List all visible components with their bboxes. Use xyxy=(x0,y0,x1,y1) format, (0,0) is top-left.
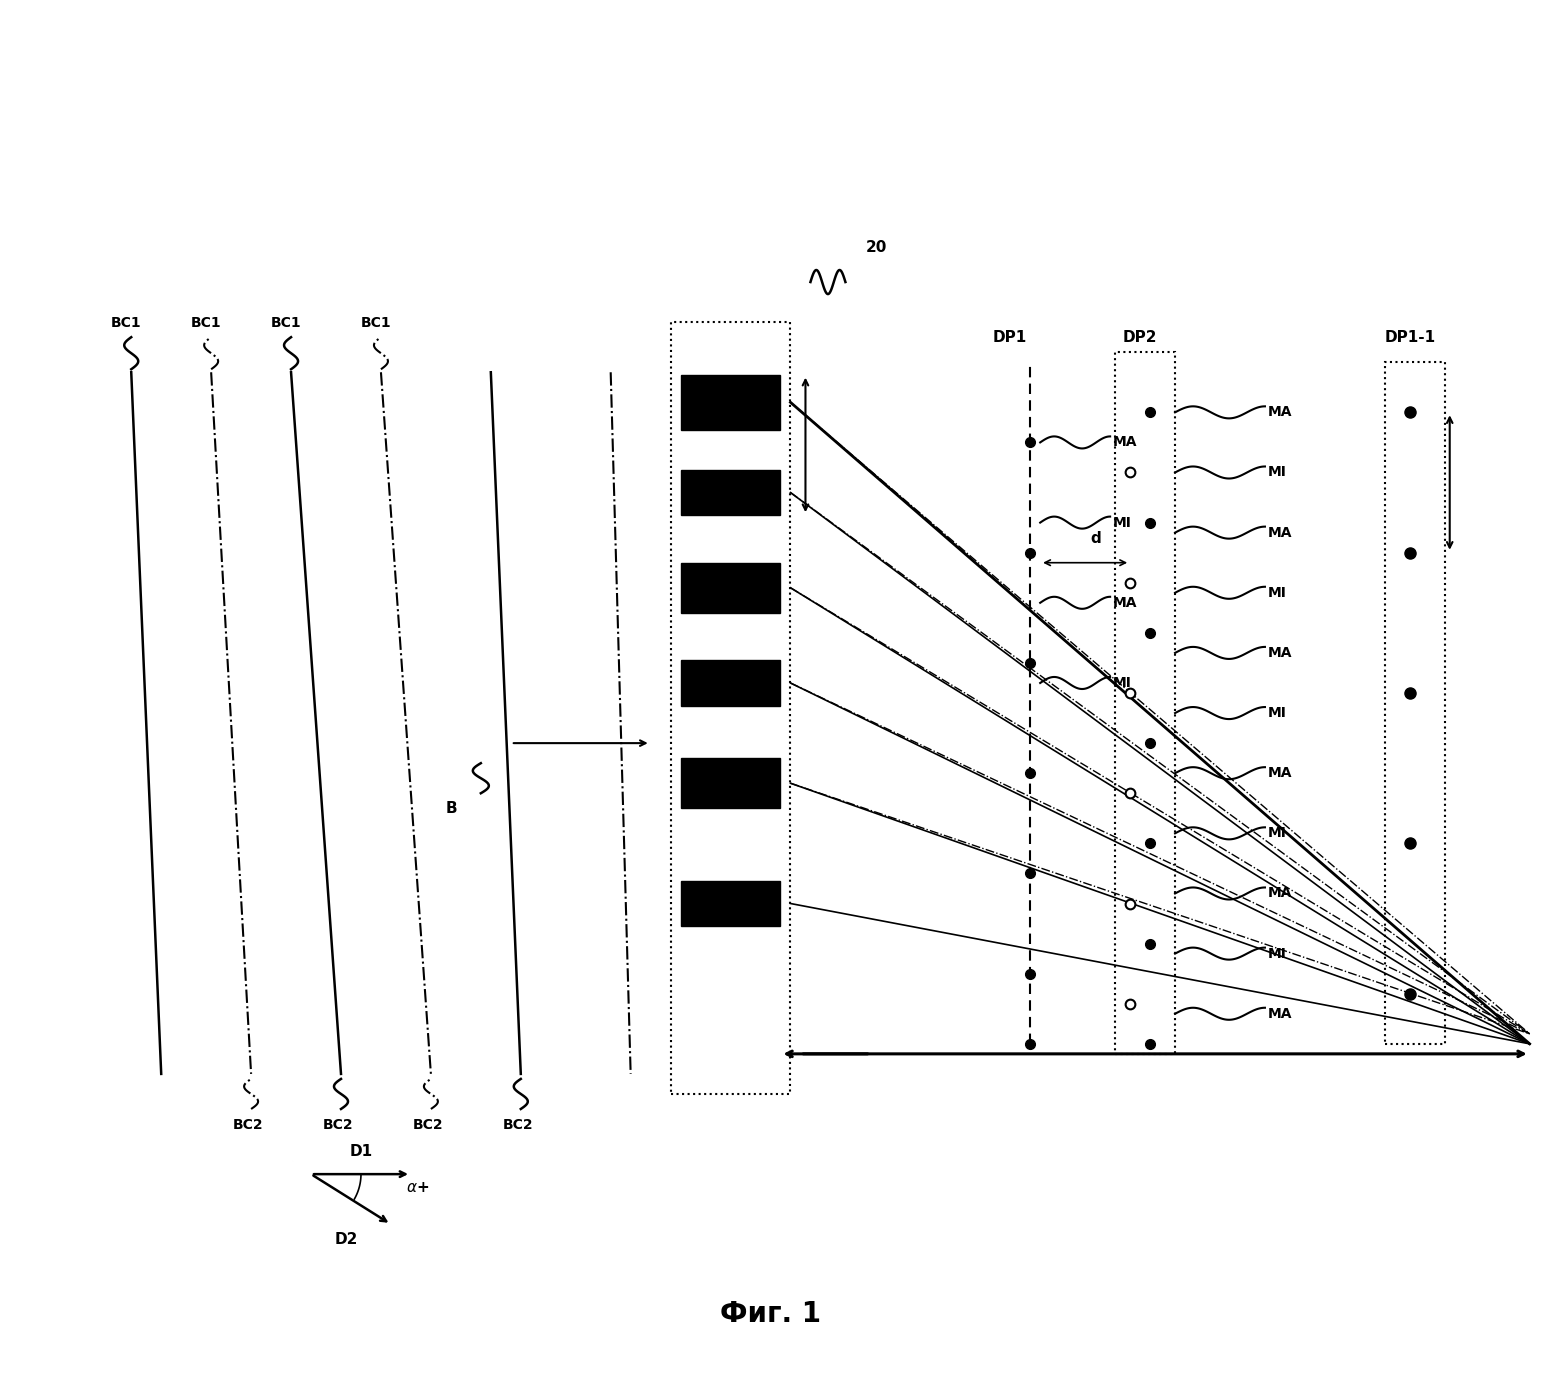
Text: MA: MA xyxy=(1267,406,1292,420)
Text: DP1: DP1 xyxy=(993,330,1027,345)
Text: Фиг. 1: Фиг. 1 xyxy=(720,1300,820,1328)
Text: MI: MI xyxy=(1267,706,1287,720)
Text: d: d xyxy=(1090,531,1101,546)
Text: MA: MA xyxy=(1267,1007,1292,1021)
Bar xyxy=(670,322,791,1094)
Text: D1: D1 xyxy=(349,1143,372,1159)
Text: DP1-1: DP1-1 xyxy=(1383,330,1435,345)
Text: MA: MA xyxy=(1267,766,1292,780)
Text: MI: MI xyxy=(1114,516,1132,530)
Text: BC1: BC1 xyxy=(191,316,222,330)
Text: MI: MI xyxy=(1114,676,1132,689)
Text: MA: MA xyxy=(1267,886,1292,900)
Text: D2: D2 xyxy=(335,1233,358,1247)
Text: BC1: BC1 xyxy=(271,316,301,330)
Text: MA: MA xyxy=(1267,526,1292,539)
Text: MA: MA xyxy=(1267,645,1292,660)
Bar xyxy=(681,374,780,429)
Text: MA: MA xyxy=(1114,596,1137,610)
Text: MI: MI xyxy=(1267,947,1287,960)
Text: MI: MI xyxy=(1267,586,1287,600)
Text: BC1: BC1 xyxy=(361,316,391,330)
Text: 20: 20 xyxy=(865,239,887,255)
Text: MA: MA xyxy=(1114,435,1137,450)
Text: BC2: BC2 xyxy=(413,1119,444,1132)
Text: DP2: DP2 xyxy=(1123,330,1157,345)
Bar xyxy=(681,758,780,808)
Bar xyxy=(681,881,780,926)
Text: MI: MI xyxy=(1267,827,1287,841)
Text: MI: MI xyxy=(1267,465,1287,479)
Text: BC1: BC1 xyxy=(112,316,141,330)
Text: BC2: BC2 xyxy=(503,1119,534,1132)
Text: BC2: BC2 xyxy=(323,1119,354,1132)
Text: BC2: BC2 xyxy=(233,1119,264,1132)
Bar xyxy=(681,471,780,515)
Text: B: B xyxy=(445,801,458,816)
Bar xyxy=(1385,362,1444,1044)
Text: $\alpha$+: $\alpha$+ xyxy=(406,1181,430,1196)
Bar xyxy=(681,660,780,706)
Bar xyxy=(681,563,780,612)
Bar xyxy=(1115,352,1176,1054)
